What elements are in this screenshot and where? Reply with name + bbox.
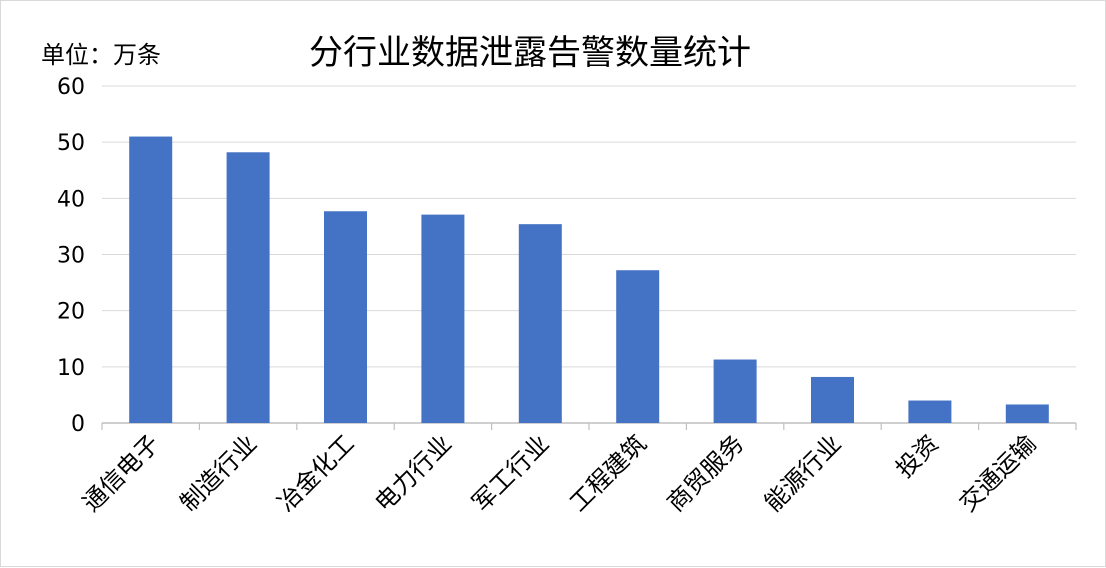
- x-tick-label: 工程建筑: [564, 429, 652, 517]
- x-tick-label: 交通运输: [954, 429, 1042, 517]
- bar: [908, 400, 952, 423]
- unit-label: 单位：万条: [41, 41, 161, 69]
- y-tick-label: 0: [71, 412, 85, 437]
- chart-title: 分行业数据泄露告警数量统计: [309, 33, 751, 73]
- bar: [616, 270, 660, 423]
- y-tick-label: 50: [57, 131, 85, 156]
- bar: [129, 136, 173, 424]
- bar: [713, 359, 757, 423]
- x-tick-label: 军工行业: [467, 429, 555, 517]
- x-tick-label: 投资: [890, 429, 944, 483]
- y-tick-label: 30: [57, 244, 85, 269]
- y-tick-label: 40: [57, 187, 85, 212]
- y-tick-label: 10: [57, 356, 85, 381]
- x-tick-label: 电力行业: [369, 429, 457, 517]
- x-tick-label: 能源行业: [759, 429, 847, 517]
- x-tick-label: 通信电子: [77, 429, 165, 517]
- bar: [811, 376, 854, 423]
- x-tick-label: 冶金化工: [272, 429, 360, 517]
- y-tick-label: 60: [57, 75, 85, 100]
- x-tick-label: 制造行业: [175, 429, 263, 517]
- bar: [518, 224, 562, 423]
- bar: [421, 214, 465, 423]
- bar: [226, 152, 270, 423]
- bar: [1005, 404, 1049, 423]
- y-tick-label: 20: [57, 300, 85, 325]
- x-tick-label: 商贸服务: [662, 429, 750, 517]
- bar: [324, 211, 367, 423]
